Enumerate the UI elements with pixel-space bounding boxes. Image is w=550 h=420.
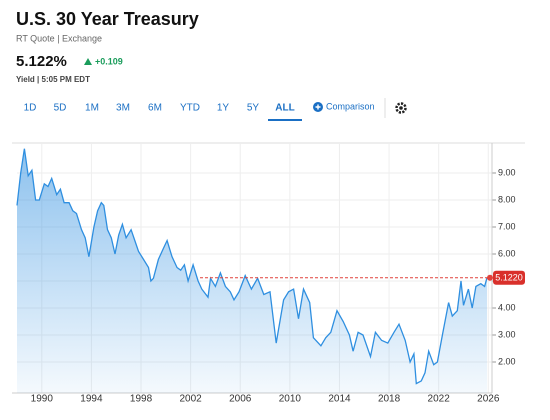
- y-tick-label: 2.00: [498, 356, 516, 366]
- x-tick-label: 2026: [477, 394, 500, 405]
- tab[interactable]: YTD: [180, 103, 200, 114]
- tab[interactable]: ALL: [275, 103, 294, 114]
- x-tick-label: 1998: [130, 394, 153, 405]
- change: +0.109: [95, 56, 123, 66]
- tab[interactable]: 6M: [148, 103, 162, 114]
- x-tick-label: 2002: [180, 394, 203, 405]
- settings-icon[interactable]: [395, 102, 407, 114]
- price: 5.122%: [16, 53, 67, 70]
- x-tick-label: 1994: [80, 394, 103, 405]
- x-tick-label: 2018: [378, 394, 401, 405]
- y-tick-label: 9.00: [498, 167, 516, 177]
- subtitle: RT Quote | Exchange: [16, 33, 102, 43]
- y-tick-label: 4.00: [498, 302, 516, 312]
- y-tick-label: 8.00: [498, 194, 516, 204]
- tab[interactable]: 1Y: [217, 103, 230, 114]
- title: U.S. 30 Year Treasury: [16, 9, 199, 29]
- area-fill: [17, 148, 487, 393]
- last-value-dot: [487, 274, 493, 281]
- x-tick-label: 2014: [328, 394, 351, 405]
- tab[interactable]: 3M: [116, 103, 130, 114]
- status: Yield | 5:05 PM EDT: [16, 75, 90, 84]
- tab[interactable]: 1D: [24, 103, 37, 114]
- x-tick-label: 2010: [279, 394, 302, 405]
- tab[interactable]: 5Y: [247, 103, 260, 114]
- plot: 1990 1994 1998 2002 2006 2010 2014 2018 2022 2026…: [12, 143, 525, 405]
- last-value-tag: [493, 270, 525, 285]
- last-value-label: 5.1220: [495, 273, 523, 283]
- y-tick-label: 3.00: [498, 329, 516, 339]
- up-arrow: [84, 58, 92, 65]
- comparison[interactable]: Comparison: [326, 101, 375, 111]
- x-tick-label: 1990: [31, 394, 54, 405]
- y-tick-label: 7.00: [498, 221, 516, 231]
- x-tick-label: 2006: [229, 394, 252, 405]
- comparison-plus: [315, 104, 321, 110]
- tab[interactable]: 1M: [85, 103, 99, 114]
- line: [16, 148, 488, 385]
- y-tick-label: 6.00: [498, 248, 516, 258]
- tabs: 1D 5D 1M 3M 6M YTD 1Y 5Y ALL Comparison: [24, 101, 375, 121]
- x-tick-label: 2022: [428, 394, 451, 405]
- tab[interactable]: 5D: [54, 103, 67, 114]
